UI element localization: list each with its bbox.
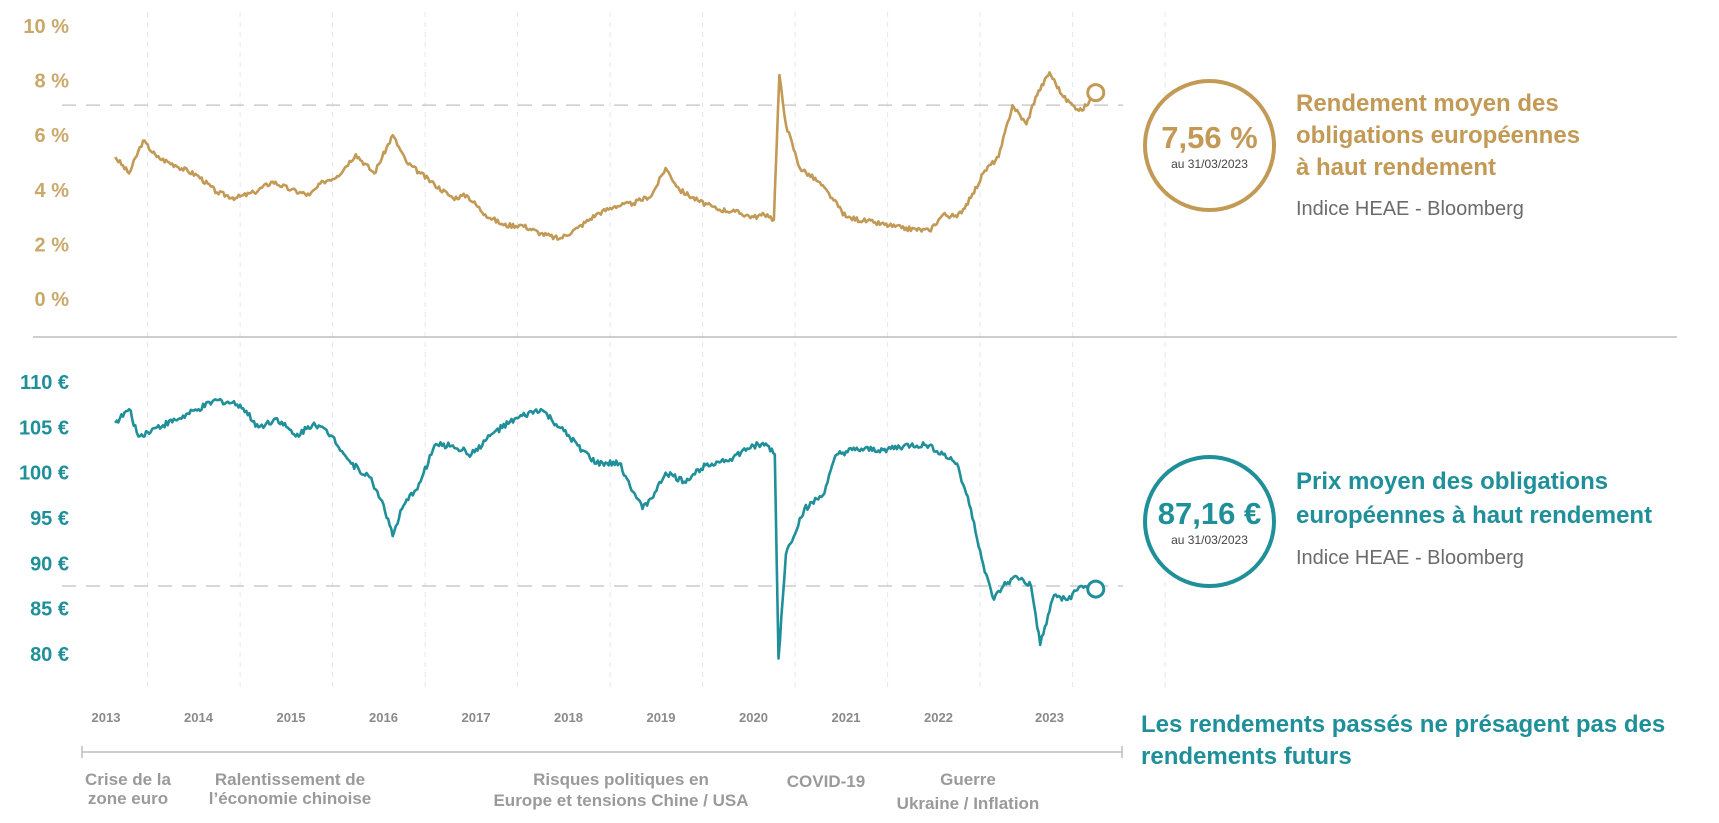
yield-last-value-badge: 7,56 % au 31/03/2023: [1143, 79, 1276, 212]
yield-ytick-label: 8 %: [35, 71, 70, 93]
price-panel-title: Prix moyen des obligations européennes à…: [1296, 465, 1652, 533]
year-label: 2016: [369, 710, 398, 725]
price-ytick-label: 105 €: [19, 417, 69, 439]
year-label: 2020: [739, 710, 768, 725]
disclaimer-line1: Les rendements passés ne présagent pas d…: [1141, 711, 1666, 738]
price-end-marker: [1086, 579, 1106, 599]
price-title-line2: européennes à haut rendement: [1296, 502, 1653, 529]
series-lines: [114, 71, 1106, 660]
yield-title-line3: à haut rendement: [1296, 154, 1497, 181]
yield-ytick-label: 0 %: [35, 289, 70, 311]
reference-lines: [62, 104, 1123, 587]
yield-last-date: au 31/03/2023: [1171, 156, 1248, 171]
year-label: 2022: [924, 710, 953, 725]
disclaimer: Les rendements passés ne présagent pas d…: [1141, 709, 1665, 773]
price-last-date: au 31/03/2023: [1171, 532, 1248, 547]
year-label: 2023: [1035, 710, 1064, 725]
tick-labels: 10 % 8 % 6 % 4 % 2 % 0 % 110 € 105 € 100 € 95 € 90…: [19, 16, 1064, 725]
yield-end-marker: [1086, 83, 1106, 103]
yield-title-line1: Rendement moyen des: [1296, 90, 1559, 117]
disclaimer-line2: rendements futurs: [1141, 743, 1352, 770]
event-label-line1: Ralentissement de: [215, 770, 365, 789]
event-label-line2: Ukraine / Inflation: [897, 794, 1040, 813]
year-label: 2013: [92, 710, 121, 725]
year-label: 2018: [554, 710, 583, 725]
yield-ytick-label: 4 %: [35, 180, 70, 202]
yield-panel-title: Rendement moyen des obligations européen…: [1296, 88, 1580, 184]
price-ytick-label: 90 €: [30, 553, 69, 575]
event-label-line2: Europe et tensions Chine / USA: [493, 791, 748, 810]
year-label: 2017: [462, 710, 491, 725]
year-label: 2014: [184, 710, 214, 725]
event-label-line1: Risques politiques en: [533, 770, 709, 789]
yield-ytick-label: 10 %: [23, 16, 69, 38]
event-label-line2: l’économie chinoise: [209, 789, 372, 808]
yield-source: Indice HEAE - Bloomberg: [1296, 198, 1524, 220]
price-ytick-label: 95 €: [30, 508, 69, 530]
yield-ytick-label: 6 %: [35, 125, 70, 147]
price-series-line: [114, 397, 1097, 660]
yield-series-line: [114, 71, 1098, 241]
year-label: 2019: [647, 710, 676, 725]
price-ytick-label: 80 €: [30, 644, 69, 666]
price-last-value: 87,16 €: [1157, 495, 1262, 531]
vertical-gridlines: [147, 12, 1166, 690]
event-label-line1: COVID-19: [787, 772, 865, 791]
event-label-line1: Crise de la: [85, 770, 172, 789]
price-ytick-label: 100 €: [19, 463, 69, 485]
yield-last-value: 7,56 %: [1161, 119, 1258, 155]
price-ytick-label: 110 €: [20, 372, 69, 394]
year-label: 2021: [832, 710, 861, 725]
price-source: Indice HEAE - Bloomberg: [1296, 547, 1524, 569]
year-label: 2015: [277, 710, 306, 725]
yield-title-line2: obligations européennes: [1296, 122, 1581, 149]
price-title-line1: Prix moyen des obligations: [1296, 468, 1609, 495]
event-label-line2: zone euro: [88, 789, 168, 808]
price-last-value-badge: 87,16 € au 31/03/2023: [1143, 455, 1276, 588]
yield-ytick-label: 2 %: [35, 234, 70, 256]
event-label-line1: Guerre: [940, 770, 996, 789]
price-ytick-label: 85 €: [30, 599, 69, 621]
